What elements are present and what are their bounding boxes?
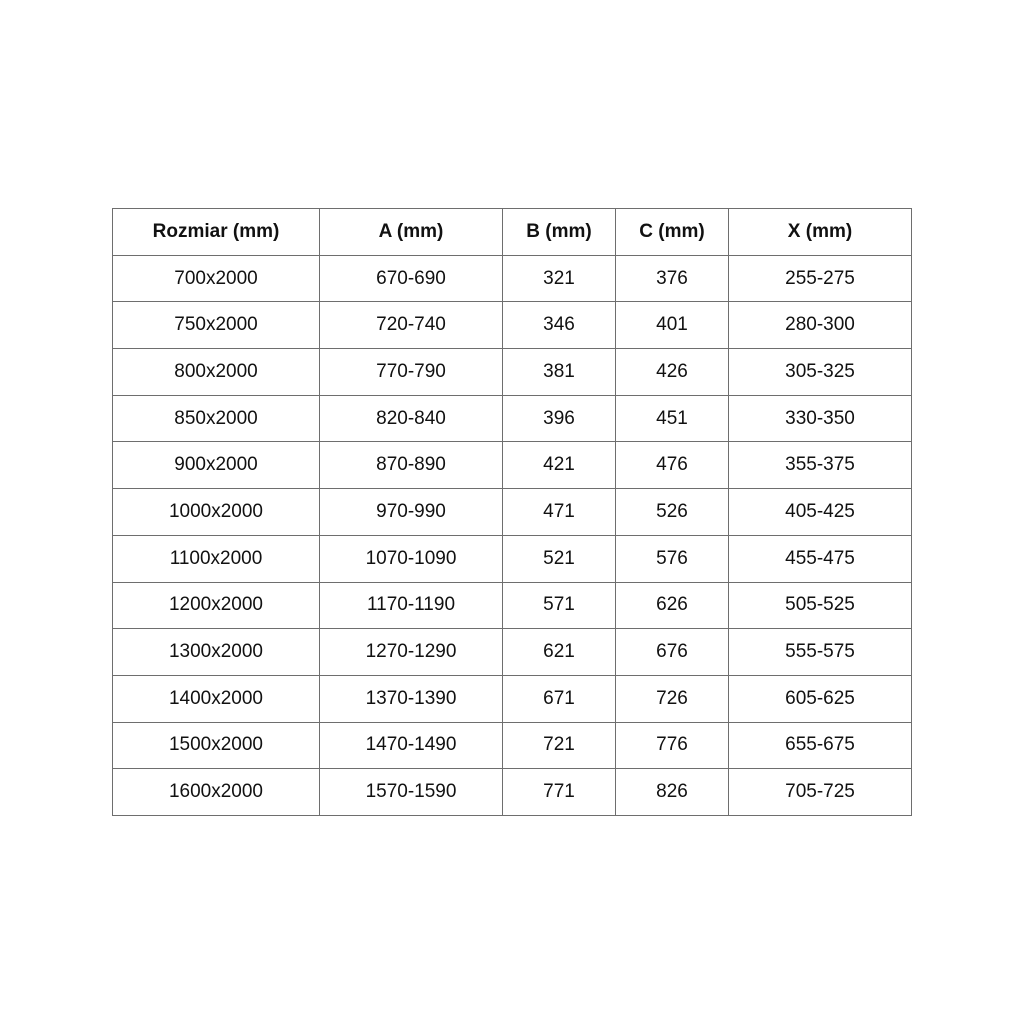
table-row: 1400x2000 1370-1390 671 726 605-625: [112, 674, 912, 723]
table-cell: 401: [615, 301, 729, 350]
table-cell: 605-625: [728, 674, 912, 723]
table-cell: 451: [615, 394, 729, 443]
table-cell: 1100x2000: [112, 534, 320, 583]
table-cell: 521: [502, 534, 616, 583]
column-header: X (mm): [728, 208, 912, 256]
table-cell: 770-790: [319, 348, 503, 396]
table-cell: 571: [502, 581, 616, 630]
table-cell: 526: [615, 488, 729, 536]
table-cell: 721: [502, 721, 616, 770]
table-row: 850x2000 820-840 396 451 330-350: [112, 394, 912, 443]
table-cell: 700x2000: [112, 254, 320, 303]
table-cell: 1270-1290: [319, 628, 503, 676]
table-row: 1600x2000 1570-1590 771 826 705-725: [112, 768, 912, 816]
table-row: 900x2000 870-890 421 476 355-375: [112, 441, 912, 490]
table-cell: 800x2000: [112, 348, 320, 396]
table-cell: 726: [615, 674, 729, 723]
table-cell: 626: [615, 581, 729, 630]
table-cell: 900x2000: [112, 441, 320, 490]
table-cell: 1500x2000: [112, 721, 320, 770]
column-header: A (mm): [319, 208, 503, 256]
table-cell: 850x2000: [112, 394, 320, 443]
table-cell: 505-525: [728, 581, 912, 630]
table-cell: 321: [502, 254, 616, 303]
table-cell: 720-740: [319, 301, 503, 350]
table-row: 700x2000 670-690 321 376 255-275: [112, 254, 912, 303]
table-cell: 555-575: [728, 628, 912, 676]
table-cell: 376: [615, 254, 729, 303]
table-cell: 330-350: [728, 394, 912, 443]
table-row: 1000x2000 970-990 471 526 405-425: [112, 488, 912, 536]
table-cell: 255-275: [728, 254, 912, 303]
table-cell: 355-375: [728, 441, 912, 490]
table-cell: 1200x2000: [112, 581, 320, 630]
table-cell: 750x2000: [112, 301, 320, 350]
table-cell: 576: [615, 534, 729, 583]
column-header: B (mm): [502, 208, 616, 256]
table-cell: 280-300: [728, 301, 912, 350]
table-cell: 1400x2000: [112, 674, 320, 723]
table-cell: 670-690: [319, 254, 503, 303]
table-cell: 655-675: [728, 721, 912, 770]
table-row: 1200x2000 1170-1190 571 626 505-525: [112, 581, 912, 630]
table-cell: 471: [502, 488, 616, 536]
table-cell: 405-425: [728, 488, 912, 536]
table-cell: 455-475: [728, 534, 912, 583]
dimensions-table: Rozmiar (mm) A (mm) B (mm) C (mm) X (mm) 700…: [112, 208, 912, 816]
table-cell: 970-990: [319, 488, 503, 536]
column-header: C (mm): [615, 208, 729, 256]
table-cell: 705-725: [728, 768, 912, 816]
table-cell: 1470-1490: [319, 721, 503, 770]
table-cell: 1000x2000: [112, 488, 320, 536]
table-cell: 870-890: [319, 441, 503, 490]
table-row: 1100x2000 1070-1090 521 576 455-475: [112, 534, 912, 583]
table-cell: 1070-1090: [319, 534, 503, 583]
table-cell: 1300x2000: [112, 628, 320, 676]
table-row: 1500x2000 1470-1490 721 776 655-675: [112, 721, 912, 770]
table-cell: 476: [615, 441, 729, 490]
table-row: 750x2000 720-740 346 401 280-300: [112, 301, 912, 350]
table-cell: 305-325: [728, 348, 912, 396]
table-cell: 776: [615, 721, 729, 770]
table-cell: 1370-1390: [319, 674, 503, 723]
table-cell: 381: [502, 348, 616, 396]
table-cell: 1570-1590: [319, 768, 503, 816]
table-cell: 1600x2000: [112, 768, 320, 816]
table-cell: 346: [502, 301, 616, 350]
table-cell: 671: [502, 674, 616, 723]
table-row: 1300x2000 1270-1290 621 676 555-575: [112, 628, 912, 676]
table-cell: 421: [502, 441, 616, 490]
table-cell: 771: [502, 768, 616, 816]
table-cell: 426: [615, 348, 729, 396]
table-cell: 621: [502, 628, 616, 676]
header-row: Rozmiar (mm) A (mm) B (mm) C (mm) X (mm): [112, 208, 912, 256]
table-cell: 676: [615, 628, 729, 676]
table-cell: 396: [502, 394, 616, 443]
table-cell: 820-840: [319, 394, 503, 443]
table-cell: 1170-1190: [319, 581, 503, 630]
table-cell: 826: [615, 768, 729, 816]
column-header: Rozmiar (mm): [112, 208, 320, 256]
table-row: 800x2000 770-790 381 426 305-325: [112, 348, 912, 396]
